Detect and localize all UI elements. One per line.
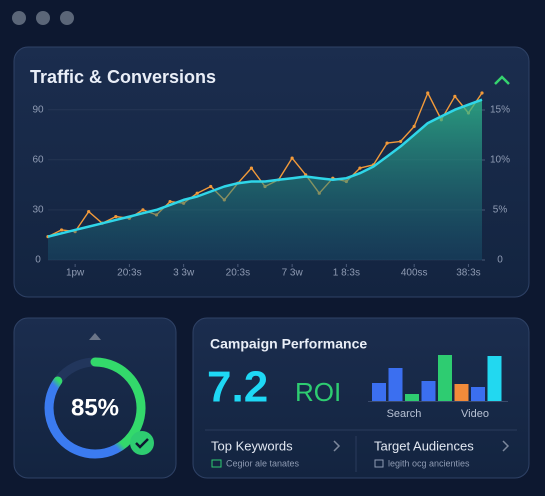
bar: [405, 394, 419, 401]
chart-title: Traffic & Conversions: [30, 67, 216, 87]
point: [168, 199, 172, 204]
x-tick-label: 1pw: [66, 268, 85, 279]
point: [195, 191, 199, 195]
series-line: [47, 98, 483, 238]
link-icon: [374, 459, 384, 468]
x-tick-label: 20:3s: [117, 268, 141, 279]
bar-label: Search: [387, 408, 422, 420]
roi-unit: ROI: [295, 377, 341, 407]
bar: [487, 356, 502, 401]
bar: [388, 368, 403, 401]
link-subtitle: legith ocg ancienties: [388, 458, 470, 468]
point: [399, 139, 403, 144]
y-tick-label: 60: [32, 154, 44, 165]
point: [59, 228, 64, 232]
gauge-arc: [44, 357, 146, 459]
area: [48, 99, 482, 260]
link-subtitle: Cegior ale tanates: [226, 458, 300, 468]
y-tick-label: 0: [35, 255, 41, 266]
link-icon: [211, 459, 222, 468]
up-indicator: [89, 333, 101, 340]
y2-tick-label: 5%: [493, 205, 508, 216]
bar: [421, 381, 436, 401]
bar-label: Video: [461, 408, 489, 420]
x-tick-label: 1 8:3s: [333, 268, 360, 279]
point: [249, 166, 254, 170]
link-title[interactable]: Target Audiences: [374, 438, 474, 453]
window-dot[interactable]: [36, 11, 50, 25]
x-tick-label: 38:3s: [456, 268, 480, 279]
collapse-chevron[interactable]: [494, 75, 510, 85]
x-tick-label: 7 3w: [282, 268, 304, 279]
link-arrow[interactable]: [333, 440, 341, 452]
roi-value: 7.2: [207, 363, 268, 412]
bar: [372, 383, 386, 401]
window-dot[interactable]: [12, 11, 26, 25]
x-tick-label: 3 3w: [173, 268, 195, 279]
link-title[interactable]: Top Keywords: [211, 438, 293, 453]
point: [412, 124, 416, 128]
link-arrow[interactable]: [502, 440, 510, 452]
point: [358, 166, 362, 170]
bar: [438, 355, 452, 401]
point: [114, 214, 118, 219]
gauge-label: 85%: [71, 394, 119, 421]
check-badge: [130, 431, 154, 455]
x-tick-label: 400ss: [401, 268, 428, 279]
y2-tick-label: 10%: [490, 155, 510, 166]
point: [209, 184, 213, 189]
point: [385, 141, 389, 145]
y2-tick-label: 15%: [490, 105, 510, 116]
point: [426, 91, 430, 95]
point: [290, 156, 294, 160]
x-tick-label: 20:3s: [226, 268, 250, 279]
point: [480, 91, 484, 95]
y-tick-label: 30: [32, 205, 44, 216]
point: [453, 94, 457, 98]
window-controls: [12, 11, 74, 25]
bar: [454, 384, 469, 401]
bar: [471, 387, 485, 401]
check-mark: [135, 438, 149, 449]
window-dot[interactable]: [60, 11, 74, 25]
point: [87, 209, 91, 214]
campaign-title: Campaign Performance: [210, 336, 367, 352]
y-tick-label: 90: [32, 104, 44, 115]
point: [141, 208, 145, 212]
y2-tick-label: 0: [497, 255, 503, 266]
